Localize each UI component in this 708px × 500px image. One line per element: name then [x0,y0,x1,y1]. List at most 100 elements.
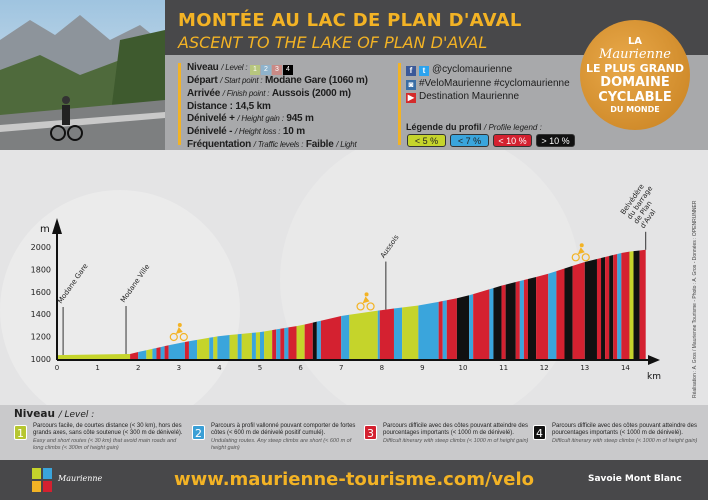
profile-segment-k [493,285,502,360]
profile-segment-r [613,254,618,360]
social-hashtags[interactable]: ◙ #VeloMaurienne #cyclomaurienne [406,77,570,91]
x-tick-label: 7 [339,364,343,372]
y-tick-label: 1200 [31,333,51,342]
profile-segment-y [255,332,260,360]
x-tick-label: 6 [298,364,303,372]
wheel [179,332,188,342]
watermark [0,150,580,405]
footer: Maurienne www.maurienne-tourisme.com/vel… [0,460,708,500]
profile-segment-b [284,327,289,360]
profile-segment-r [639,249,646,360]
level-item-1: 1 Parcours facile, de courtes distance (<… [14,423,186,460]
profile-segment-y [349,310,378,360]
twitter-icon: t [419,66,429,76]
profile-segment-y [296,324,305,360]
x-tick-label: 1 [95,364,99,372]
profile-segment-b [276,328,281,360]
divider [398,63,401,145]
level-box-3: 3 [272,65,282,75]
profile-segment-b [160,346,165,360]
maurienne-cycling-logo: LA Maurienne LE PLUS GRAND DOMAINE CYCLA… [580,20,690,130]
x-tick-label: 3 [177,364,181,372]
profile-segment-b [168,341,185,360]
profile-segment-r [272,329,277,360]
profile-segment-r [501,284,506,360]
instagram-icon: ◙ [406,79,416,90]
profile-segment-r [605,256,610,360]
profile-segment-y [629,251,634,360]
profile-segment-b [489,288,494,360]
profile-segment-b [442,300,447,360]
profile-segment-r [556,268,565,360]
social-links: f t @cyclomaurienne ◙ #VeloMaurienne #cyclo… [406,63,570,104]
legend-lt10: < 10 % [493,134,532,147]
website-link[interactable]: www.maurienne-tourisme.com/velo [173,469,535,490]
profile-segment-r [304,322,313,360]
x-tick-label: 14 [621,364,630,372]
profile-segment-r [621,251,630,360]
profile-segment-b [152,347,157,360]
profile-segment-k [584,259,597,360]
profile-segment-b [418,301,439,360]
profile-segment-b [188,339,198,360]
profile-segment-r [280,328,285,360]
profile-segment-y [146,348,153,360]
social-youtube[interactable]: ▶ Destination Maurienne [406,91,520,103]
place-label: Belvédèredu barragede Pland'Aval [619,180,667,230]
x-tick-label: 4 [217,364,222,372]
levels-title: Niveau / Level : [14,408,95,420]
profile-segment-y [197,337,210,360]
wheel [366,302,375,311]
profile-segment-k [456,295,470,360]
profile-segment-y [57,353,131,360]
profile-segment-r [572,262,585,360]
profile-segment-y [241,332,252,360]
profile-segment-k [601,257,606,360]
profile-segment-k [564,265,573,360]
profile-segment-y [213,336,218,360]
profile-segment-r [523,279,528,360]
rider [577,247,585,255]
profile-segment-b [260,331,265,360]
profile-segment-r [438,301,443,360]
profile-segment-r [536,273,549,360]
x-tick-label: 12 [540,364,549,372]
level-box-1: 1 [250,65,260,75]
profile-segment-r [130,352,139,360]
y-axis-label: m [40,224,50,235]
level-box-4-selected: 4 [283,65,293,75]
legend-lt5: < 5 % [407,134,446,147]
level-item-2: 2 Parcours à profil vallonné pouvant comp… [192,423,364,460]
social-facebook-twitter[interactable]: f t @cyclomaurienne [406,63,570,77]
y-tick-label: 1600 [31,288,51,297]
cyclist-icon [571,243,590,262]
profile-segment-k [609,255,614,360]
youtube-icon: ▶ [406,93,416,103]
profile-segment-y [264,330,273,360]
level-box-2: 2 [261,65,271,75]
x-tick-label: 8 [380,364,384,372]
cyclist-photo [0,0,165,150]
profile-segment-k [527,277,537,360]
y-tick-label: 1400 [31,310,51,319]
facebook-icon: f [406,66,416,76]
y-tick-label: 1800 [31,265,51,274]
profile-segment-b [377,310,380,360]
profile-segment-r [184,341,189,360]
rider [362,296,370,304]
profile-segment-k [312,321,317,360]
profile-segment-r [164,345,169,360]
profile-segment-b [237,333,242,360]
profile-segment-r [288,326,297,360]
profile-segment-r [156,347,161,360]
y-tick-label: 1000 [31,355,51,364]
legend-gt10: > 10 % [536,134,575,147]
page-subtitle: ASCENT TO THE LAKE OF PLAN D'AVAL [178,33,488,52]
cyclist-icon [356,292,375,311]
savoie-mont-blanc-logo: Savoie Mont Blanc [588,474,682,484]
rider [175,326,183,334]
profile-segment-b [519,280,524,360]
rider-head [579,243,584,248]
profile-segment-r [320,315,342,360]
